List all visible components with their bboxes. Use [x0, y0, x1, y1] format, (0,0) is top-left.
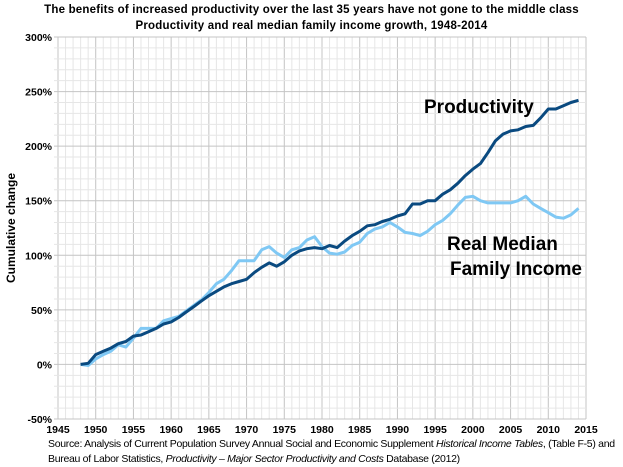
x-tick-label: 1975: [273, 424, 297, 436]
y-tick-label: 0%: [37, 359, 53, 371]
x-tick-label: 1955: [122, 424, 146, 436]
source-line-2: Bureau of Labor Statistics, Productivity…: [48, 453, 460, 465]
y-tick-label: 100%: [25, 250, 53, 262]
y-tick-label: 300%: [25, 32, 53, 44]
chart-title: The benefits of increased productivity o…: [44, 4, 579, 16]
x-tick-label: 1960: [159, 424, 183, 436]
y-tick-label: 250%: [25, 87, 53, 99]
series-label-productivity: Productivity: [424, 97, 534, 118]
x-tick-label: 1970: [235, 424, 259, 436]
source-line-1: Source: Analysis of Current Population S…: [48, 438, 615, 450]
source-text: , (Table F-5) and: [542, 438, 615, 450]
source-text: Source: Analysis of Current Population S…: [48, 438, 437, 450]
source-text: Bureau of Labor Statistics,: [48, 453, 166, 465]
x-tick-label: 1995: [423, 424, 447, 436]
source-italic: Productivity – Major Sector Productivity…: [165, 453, 384, 465]
x-tick-label: 2005: [499, 424, 523, 436]
y-axis-label: Cumulative change: [4, 173, 18, 283]
x-tick-label: 1950: [84, 424, 108, 436]
x-tick-label: 1945: [46, 424, 70, 436]
y-tick-label: 50%: [31, 305, 53, 317]
source-italic: Historical Income Tables: [436, 438, 543, 450]
series-label-income: Family Income: [450, 259, 582, 280]
x-tick-label: 2000: [461, 424, 485, 436]
y-tick-label: 200%: [25, 141, 53, 153]
x-tick-label: 1980: [310, 424, 334, 436]
x-tick-label: 1965: [197, 424, 221, 436]
chart-subtitle: Productivity and real median family inco…: [135, 20, 488, 32]
source-text: Database (2012): [383, 453, 460, 465]
x-tick-label: 1990: [386, 424, 410, 436]
x-tick-label: 2015: [574, 424, 598, 436]
x-tick-label: 1985: [348, 424, 372, 436]
y-tick-label: 150%: [25, 196, 53, 208]
series-label-income: Real Median: [447, 234, 558, 255]
x-tick-label: 2010: [537, 424, 561, 436]
series-line-productivity: [80, 98, 579, 366]
y-tick-label: -50%: [27, 414, 52, 426]
series-line-income: [80, 194, 580, 367]
